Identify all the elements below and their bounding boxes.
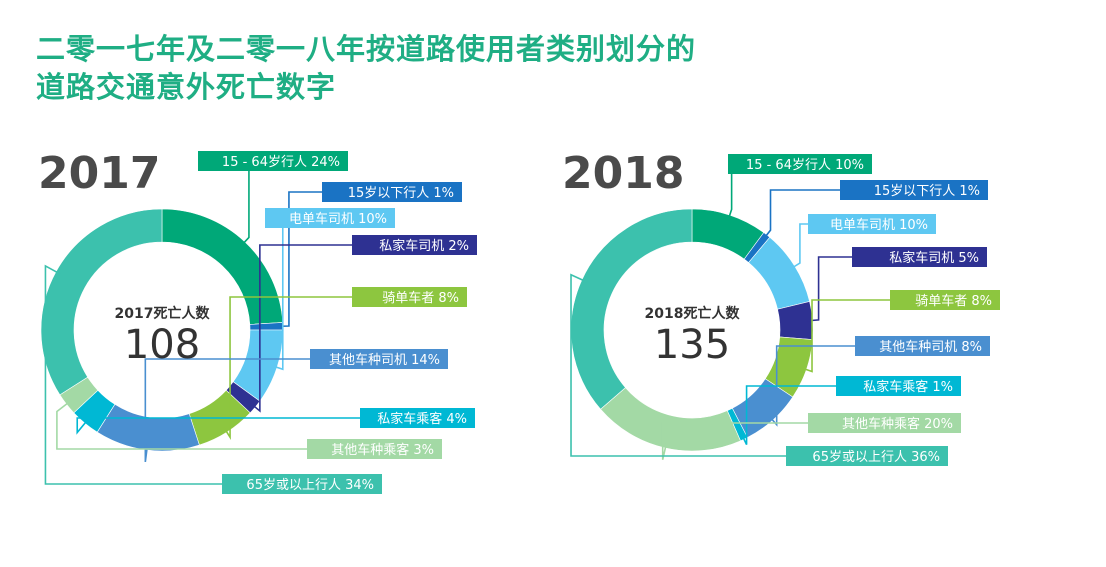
slice-tag-box bbox=[198, 151, 348, 171]
slice-label: 骑单车者 8% bbox=[382, 290, 459, 306]
page-title: 二零一七年及二零一八年按道路使用者类别划分的 道路交通意外死亡数字 bbox=[36, 30, 696, 106]
slice-tag-box bbox=[840, 180, 988, 200]
leader-line bbox=[144, 358, 310, 463]
slice-label: 电单车司机 10% bbox=[830, 217, 928, 233]
slice-label: 骑单车者 8% bbox=[915, 293, 992, 309]
slice-tag-box bbox=[222, 474, 382, 494]
slice-tag-box bbox=[265, 208, 395, 228]
slice-label: 15 - 64岁行人 24% bbox=[222, 155, 340, 170]
leader-line bbox=[250, 244, 352, 413]
slice-tag-box bbox=[322, 182, 462, 202]
leader-line bbox=[661, 422, 808, 460]
slice-label: 其他车种司机 8% bbox=[879, 339, 982, 355]
slice-tag-box bbox=[728, 154, 872, 174]
slice-label: 65岁或以上行人 34% bbox=[246, 478, 374, 493]
chart-year-label: 2018 bbox=[562, 148, 684, 199]
slice-label: 15岁以下行人 1% bbox=[348, 186, 454, 201]
title-line-2: 道路交通意外死亡数字 bbox=[36, 70, 337, 104]
chart-2018: 2018 15 - 64岁行人 10% 15岁以下行人 1% 电单车司机 10% 私家车… bbox=[562, 148, 1000, 466]
leader-line bbox=[740, 385, 836, 446]
slice-tag-box bbox=[360, 408, 475, 428]
leader-line bbox=[44, 264, 222, 485]
title-line-1: 二零一七年及二零一八年按道路使用者类别划分的 bbox=[36, 32, 697, 66]
slice-tag-box bbox=[836, 376, 961, 396]
slice-tag-box bbox=[808, 413, 961, 433]
chart-2017: 2017 15 - 64岁行人 24% 15岁以下行人 1% 电单车司机 10% 私家车… bbox=[38, 148, 477, 494]
slice-tag-box bbox=[310, 349, 448, 369]
slice-label: 私家车司机 5% bbox=[889, 250, 979, 266]
slice-label: 其他车种司机 14% bbox=[329, 352, 440, 368]
slice-label: 其他车种乘客 20% bbox=[842, 416, 953, 432]
slice-label: 电单车司机 10% bbox=[289, 211, 387, 227]
center-value: 108 bbox=[124, 322, 200, 368]
donut-slice bbox=[40, 208, 163, 396]
slice-label: 私家车乘客 4% bbox=[377, 411, 467, 427]
leader-line bbox=[222, 296, 352, 440]
slice-label: 15 - 64岁行人 10% bbox=[746, 158, 864, 173]
center-value: 135 bbox=[654, 322, 730, 368]
slice-tag-box bbox=[352, 235, 477, 255]
slice-tag-box bbox=[808, 214, 936, 234]
center-label: 2018死亡人数 bbox=[645, 305, 741, 322]
slice-tag-box bbox=[352, 287, 467, 307]
leader-line bbox=[806, 256, 852, 322]
leader-line bbox=[76, 417, 360, 435]
slice-tag-box bbox=[786, 446, 948, 466]
center-label: 2017死亡人数 bbox=[115, 305, 211, 322]
leader-line bbox=[56, 399, 307, 450]
donut-slice bbox=[600, 387, 741, 452]
leader-line bbox=[789, 223, 808, 271]
leader-line bbox=[570, 273, 786, 457]
slice-label: 其他车种乘客 3% bbox=[331, 442, 434, 458]
slice-tag-box bbox=[307, 439, 442, 459]
donut-slice bbox=[96, 403, 200, 452]
slice-label: 65岁或以上行人 36% bbox=[812, 450, 940, 465]
slice-tag-box bbox=[852, 247, 987, 267]
chart-year-label: 2017 bbox=[38, 148, 160, 199]
leader-line bbox=[762, 189, 840, 241]
slice-label: 15岁以下行人 1% bbox=[874, 184, 980, 199]
slice-tag-box bbox=[890, 290, 1000, 310]
slice-label: 私家车司机 2% bbox=[379, 238, 469, 254]
leader-line bbox=[800, 299, 890, 373]
slice-tag-box bbox=[855, 336, 990, 356]
slice-label: 私家车乘客 1% bbox=[863, 379, 953, 395]
